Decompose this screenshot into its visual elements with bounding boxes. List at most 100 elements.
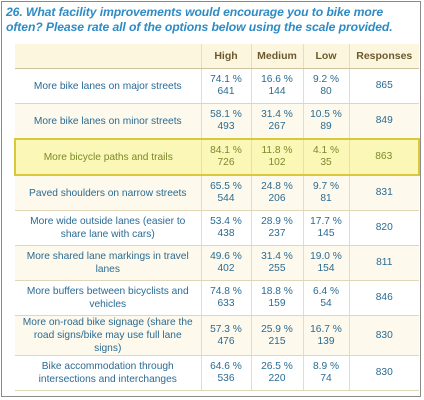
row-label: More bike lanes on minor streets — [33, 115, 182, 127]
table-row: More bicycle paths and trails 84.1 % 726 11… — [14, 138, 420, 176]
medium-count: 267 — [268, 121, 286, 132]
high-cell: 84.1 % 726 — [200, 138, 251, 176]
medium-cell: 26.5 % 220 — [250, 355, 303, 391]
high-count: 493 — [217, 121, 235, 132]
table-row: More bike lanes on minor streets 58.1 % 49… — [15, 103, 419, 140]
responses-cell: 830 — [348, 355, 419, 391]
medium-cell: 18.8 % 159 — [250, 280, 303, 316]
low-count: 81 — [320, 193, 332, 204]
high-cell: 53.4 % 438 — [200, 210, 251, 246]
medium-cell: 11.8 % 102 — [250, 138, 303, 176]
responses-cell: 830 — [348, 315, 419, 356]
low-cell: 9.7 % 81 — [302, 175, 349, 211]
medium-count: 255 — [268, 263, 286, 274]
responses-total: 811 — [376, 257, 393, 268]
high-percent: 84.1 % — [210, 145, 242, 156]
low-cell: 8.9 % 74 — [302, 355, 349, 391]
high-count: 402 — [217, 263, 235, 274]
row-label-cell: More buffers between bicyclists and vehi… — [15, 280, 201, 316]
low-cell: 4.1 % 35 — [302, 138, 349, 176]
row-label: More bike lanes on major streets — [33, 80, 182, 92]
medium-cell: 16.6 % 144 — [250, 68, 303, 104]
high-percent: 49.6 % — [210, 251, 242, 262]
low-count: 89 — [320, 121, 332, 132]
header-high: High — [200, 44, 251, 69]
low-count: 35 — [320, 157, 332, 168]
row-label-cell: Paved shoulders on narrow streets — [15, 175, 201, 211]
high-cell: 74.8 % 633 — [200, 280, 251, 316]
header-responses: Responses — [348, 44, 419, 69]
medium-percent: 24.8 % — [261, 181, 293, 192]
responses-cell: 831 — [348, 175, 419, 211]
row-label: Paved shoulders on narrow streets — [29, 187, 187, 199]
row-label: More on-road bike signage (share the roa… — [22, 317, 193, 354]
high-count: 536 — [217, 373, 235, 384]
responses-total: 863 — [375, 151, 393, 162]
medium-percent: 18.8 % — [261, 286, 293, 297]
responses-cell: 865 — [348, 68, 419, 104]
row-label-cell: More bike lanes on minor streets — [15, 103, 201, 140]
high-cell: 58.1 % 493 — [200, 103, 251, 140]
low-percent: 9.7 % — [312, 181, 340, 192]
row-label: More bicycle paths and trails — [43, 151, 173, 163]
header-medium: Medium — [250, 44, 303, 69]
low-percent: 4.1 % — [312, 145, 340, 156]
low-count: 54 — [320, 298, 332, 309]
low-cell: 19.0 % 154 — [302, 245, 349, 281]
high-percent: 53.4 % — [210, 216, 242, 227]
row-label-cell: More on-road bike signage (share the roa… — [15, 315, 201, 356]
medium-percent: 11.8 % — [261, 145, 293, 156]
medium-percent: 26.5 % — [261, 361, 293, 372]
responses-cell: 811 — [348, 245, 419, 281]
low-percent: 6.4 % — [312, 286, 340, 297]
table-row: More on-road bike signage (share the roa… — [15, 315, 419, 356]
row-label: More shared lane markings in travel lane… — [26, 251, 189, 275]
responses-total: 820 — [375, 222, 393, 233]
responses-cell: 863 — [348, 138, 420, 176]
high-count: 438 — [217, 228, 235, 239]
low-percent: 19.0 % — [310, 251, 342, 262]
medium-count: 144 — [268, 86, 286, 97]
row-label: More buffers between bicyclists and vehi… — [26, 286, 189, 310]
responses-total: 831 — [375, 187, 393, 198]
medium-count: 220 — [268, 373, 286, 384]
high-count: 544 — [217, 193, 235, 204]
question-title: 26. What facility improvements would enc… — [6, 5, 393, 34]
low-cell: 9.2 % 80 — [302, 68, 349, 104]
header-blank — [15, 44, 201, 69]
row-label: More wide outside lanes (easier to share… — [30, 216, 186, 240]
high-percent: 64.6 % — [210, 361, 242, 372]
low-percent: 17.7 % — [310, 216, 342, 227]
high-count: 641 — [217, 86, 235, 97]
medium-count: 215 — [268, 335, 286, 347]
header-low: Low — [302, 44, 349, 69]
medium-percent: 31.4 % — [261, 251, 293, 262]
high-count: 476 — [217, 335, 235, 347]
high-percent: 57.3 % — [210, 323, 242, 335]
medium-count: 237 — [268, 228, 286, 239]
high-cell: 64.6 % 536 — [200, 355, 251, 391]
medium-cell: 24.8 % 206 — [250, 175, 303, 211]
high-cell: 49.6 % 402 — [200, 245, 251, 281]
table-row: More wide outside lanes (easier to share… — [15, 210, 419, 246]
low-count: 80 — [320, 86, 332, 97]
row-label-cell: More wide outside lanes (easier to share… — [15, 210, 201, 246]
responses-total: 849 — [375, 115, 393, 126]
medium-cell: 28.9 % 237 — [250, 210, 303, 246]
low-count: 145 — [317, 228, 335, 239]
low-cell: 16.7 % 139 — [302, 315, 349, 356]
high-cell: 57.3 % 476 — [200, 315, 251, 356]
row-label-cell: Bike accommodation through intersections… — [15, 355, 201, 391]
low-cell: 6.4 % 54 — [302, 280, 349, 316]
responses-total: 865 — [375, 80, 393, 91]
responses-total: 846 — [375, 292, 393, 303]
header-row: High Medium Low Responses — [15, 44, 419, 69]
responses-cell: 846 — [348, 280, 419, 316]
medium-percent: 25.9 % — [261, 323, 293, 335]
row-label-cell: More bike lanes on major streets — [15, 68, 201, 104]
high-percent: 74.8 % — [210, 286, 242, 297]
low-count: 139 — [317, 335, 335, 347]
results-table: High Medium Low Responses More bike lane… — [14, 44, 420, 391]
medium-percent: 16.6 % — [261, 74, 293, 85]
table-row: Bike accommodation through intersections… — [15, 355, 419, 391]
